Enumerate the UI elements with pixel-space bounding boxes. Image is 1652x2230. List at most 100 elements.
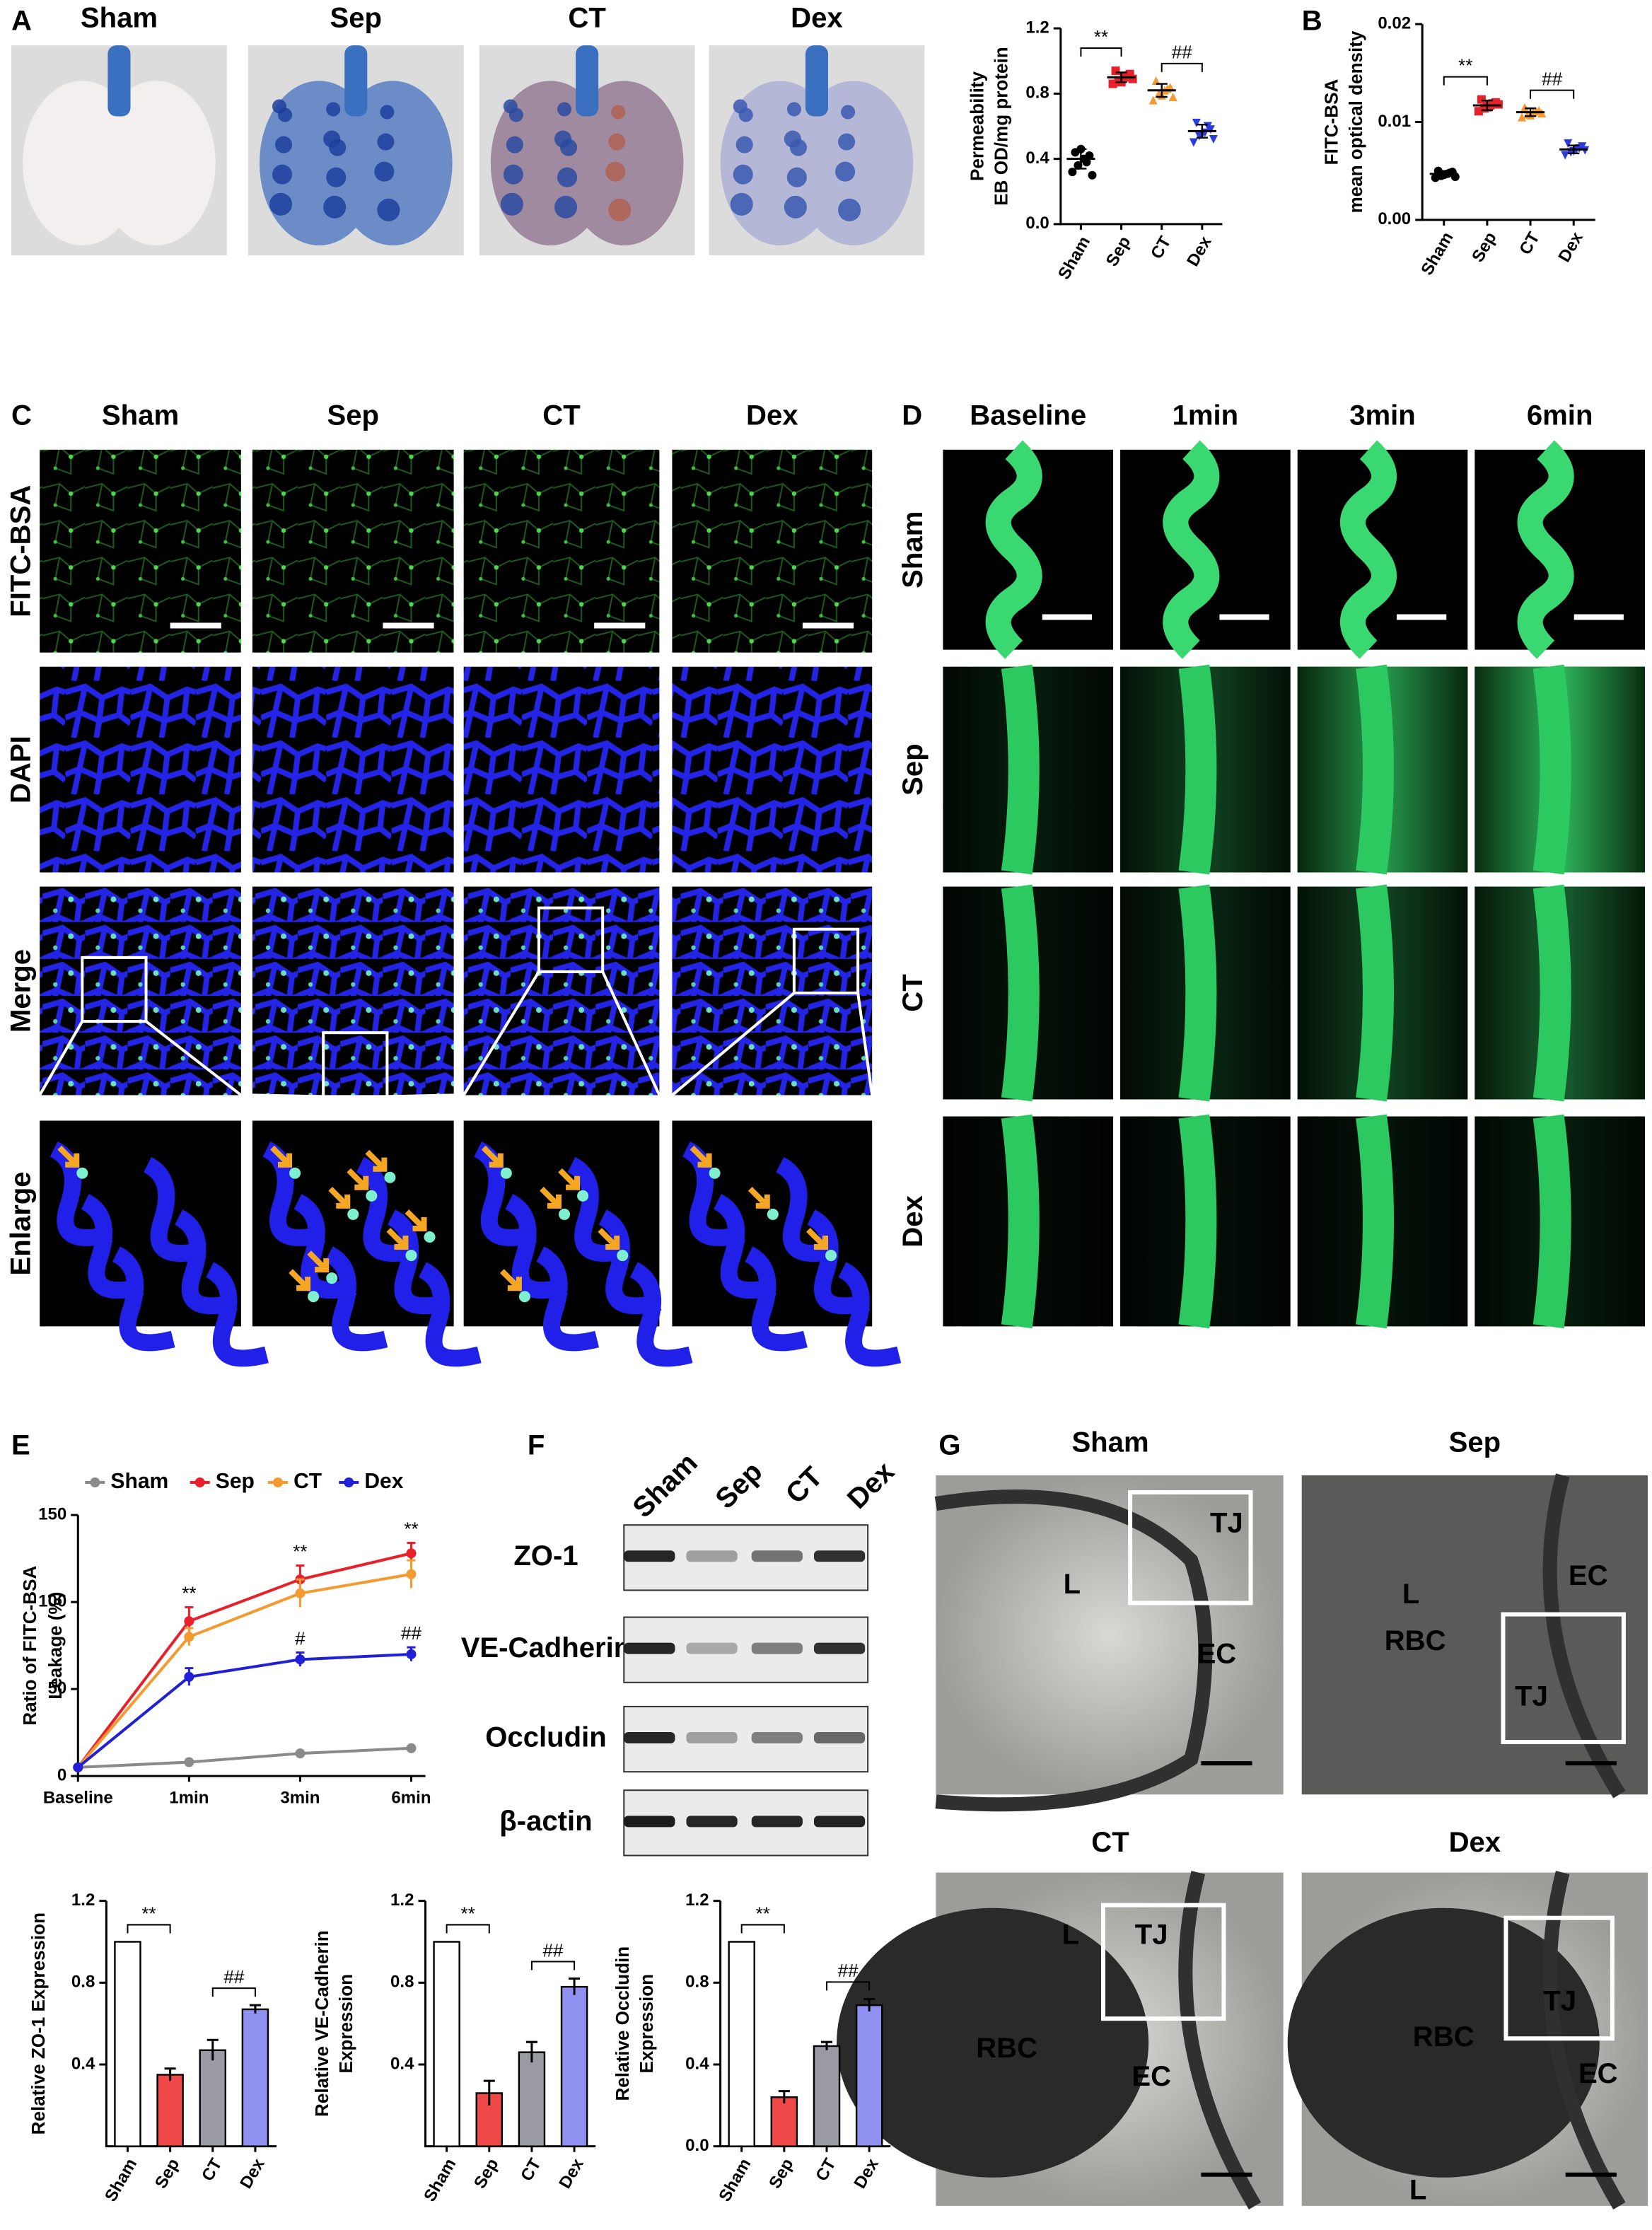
micrograph	[463, 666, 660, 873]
bar	[728, 1941, 755, 2147]
x-tick-label: Dex	[850, 2155, 883, 2192]
cell-blob	[629, 1262, 693, 1367]
arrow	[365, 1149, 388, 1172]
error-bar	[1075, 148, 1087, 170]
bar	[560, 1985, 588, 2147]
y-axis-label: Expression	[636, 1974, 657, 2074]
trachea	[576, 45, 599, 117]
arrow	[289, 1269, 311, 1291]
bar	[770, 2096, 798, 2147]
y-tick-label: 0.4	[685, 2054, 709, 2073]
arrow	[405, 1209, 427, 1231]
x-tick-label: CT	[198, 2155, 226, 2185]
blot-band	[624, 1550, 675, 1562]
lung-spot	[786, 102, 801, 117]
x-tick-label: Dex	[1183, 233, 1216, 269]
row-label: FITC-BSA	[6, 485, 37, 617]
trachea	[344, 45, 368, 117]
row-label: VE-Cadherin	[461, 1632, 632, 1663]
error-bar	[525, 2040, 537, 2063]
x-tick-label: Sep	[151, 2155, 183, 2192]
data-point	[1518, 112, 1527, 122]
lung-spot	[503, 164, 523, 185]
x-tick-label: Sep	[1103, 233, 1134, 270]
y-tick-label: 0.8	[685, 1973, 709, 1992]
significance-label: **	[756, 1903, 770, 1924]
signal-dot	[617, 1250, 629, 1262]
data-point	[73, 1762, 83, 1772]
x-tick-label: Sham	[715, 2155, 755, 2205]
row-label: β-actin	[499, 1806, 592, 1837]
significance-bracket	[127, 1924, 171, 1934]
vessel	[985, 440, 1042, 659]
significance-label: **	[1458, 54, 1472, 76]
lung-spot	[838, 133, 856, 151]
error-bar	[1438, 170, 1450, 178]
lung-spot	[738, 108, 753, 122]
tem-label: EC	[1197, 1638, 1237, 1669]
x-tick-label: 1min	[169, 1789, 209, 1808]
x-tick-label: 6min	[391, 1789, 431, 1808]
tem-label: EC	[1578, 2058, 1618, 2089]
lung-spot	[374, 161, 395, 182]
cell-blob	[262, 1141, 326, 1247]
image-title: Dex	[1449, 1827, 1501, 1858]
image-title: Sham	[1071, 1427, 1148, 1458]
significance-label: **	[293, 1540, 307, 1562]
significance-bracket	[740, 1924, 785, 1934]
y-tick-label: 0.02	[1378, 13, 1411, 33]
lung-spot	[735, 136, 753, 153]
vessel	[1178, 1114, 1217, 1329]
signal-dot	[384, 1171, 396, 1183]
rbc	[837, 1907, 1149, 2178]
significance-bracket	[1530, 89, 1575, 99]
y-tick-label: 150	[38, 1504, 66, 1523]
vessel	[1356, 884, 1395, 1102]
bar	[241, 2008, 269, 2147]
tj-box	[1501, 1612, 1626, 1745]
panel-letter: A	[11, 6, 32, 37]
vessel	[1178, 664, 1217, 875]
zoom-line	[252, 1093, 454, 1098]
micrograph	[252, 449, 454, 653]
signal-dot	[500, 1167, 512, 1179]
x-tick-label: Dex	[555, 2155, 588, 2192]
signal-dot	[577, 1190, 589, 1202]
y-axis-label: Permeability	[966, 71, 987, 182]
lung-spot	[554, 195, 578, 219]
lung-spot	[730, 192, 753, 216]
column-label: CT	[542, 400, 581, 431]
bar	[813, 2045, 841, 2147]
lung-lobe	[793, 81, 914, 245]
lung-spot	[560, 139, 578, 156]
row-label: Occludin	[485, 1722, 607, 1753]
significance-label: ##	[1542, 69, 1562, 90]
y-tick-label: 0.8	[71, 1973, 95, 1992]
cell-blob	[81, 1194, 144, 1299]
lane-label: Sep	[709, 1456, 768, 1515]
membrane	[1542, 1473, 1626, 1799]
blot-band	[751, 1550, 803, 1562]
micrograph	[40, 666, 241, 873]
x-tick-label: 3min	[280, 1789, 320, 1808]
signal-dot	[308, 1291, 320, 1303]
y-tick-label: 100	[38, 1591, 66, 1610]
significance-label: **	[1094, 26, 1108, 47]
lane-label: Dex	[842, 1456, 900, 1515]
column-label: Sep	[327, 400, 380, 431]
arrow	[386, 1228, 409, 1250]
data-point	[1085, 151, 1094, 161]
significance-bracket	[530, 1961, 576, 1970]
data-point	[184, 1632, 194, 1642]
arrow	[307, 1250, 330, 1273]
x-tick-label: Sep	[1468, 229, 1500, 266]
data-point	[184, 1616, 194, 1627]
axis	[76, 1515, 426, 1777]
x-tick-label: Sham	[1417, 229, 1457, 279]
signal-dot	[518, 1291, 530, 1303]
y-tick-label: 0	[57, 1766, 66, 1785]
lung-lobe	[564, 81, 684, 245]
arrow	[558, 1168, 581, 1190]
vessel	[1532, 1114, 1571, 1329]
zoom-box	[322, 1031, 389, 1098]
